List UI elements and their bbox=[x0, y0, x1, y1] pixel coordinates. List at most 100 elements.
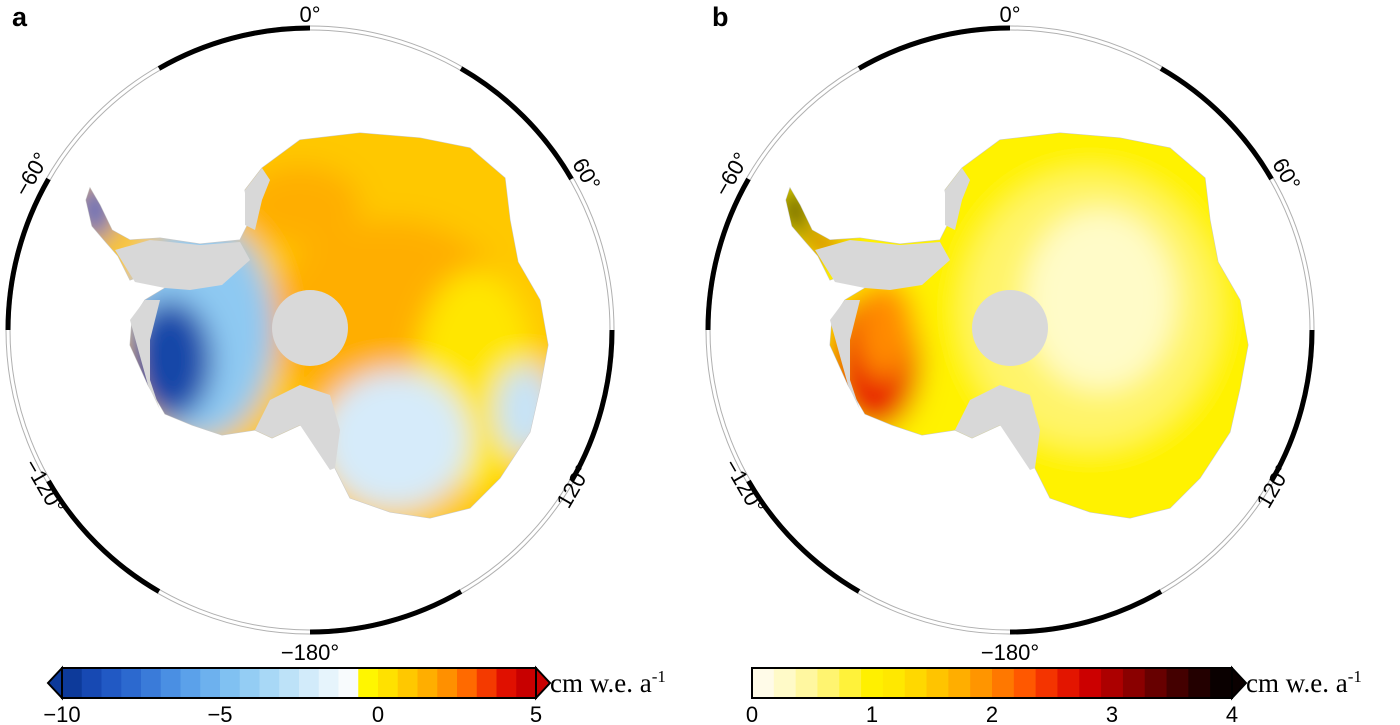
colorbar-tick-label: 3 bbox=[1106, 702, 1118, 725]
ice-shelf bbox=[830, 300, 860, 410]
colorbar-swatch bbox=[437, 668, 458, 698]
colorbar-swatch bbox=[200, 668, 221, 698]
frame-black-segment bbox=[1269, 329, 1315, 483]
colorbar-swatch bbox=[180, 668, 201, 698]
colorbar-tick-label: 4 bbox=[1226, 702, 1238, 725]
field-blue-peninsula bbox=[86, 178, 115, 242]
colorbar-swatch bbox=[773, 668, 797, 698]
colorbar-swatch bbox=[397, 668, 419, 698]
colorbar-swatch bbox=[1035, 668, 1059, 698]
colorbar-swatch bbox=[882, 668, 906, 698]
longitude-label: −60° bbox=[709, 148, 754, 200]
panel-a: a 0° 60° 120° −180° −120° −60° −10 −5 0 5 cm w.e. … bbox=[5, 2, 666, 725]
colorbar-swatch bbox=[259, 668, 280, 698]
colorbar-extend-min bbox=[46, 665, 63, 701]
colorbar-swatch bbox=[457, 668, 478, 698]
colorbar-swatch bbox=[62, 668, 83, 698]
frame-black-segment bbox=[157, 25, 311, 71]
ice-shelf bbox=[255, 385, 340, 470]
colorbar-tick-label: 0 bbox=[372, 702, 384, 725]
colorbar-unit: cm w.e. a-1 bbox=[550, 667, 666, 698]
colorbar-swatch bbox=[417, 668, 438, 698]
longitude-label: 120° bbox=[551, 460, 595, 512]
colorbar-tick-label: 2 bbox=[986, 702, 998, 725]
colorbar-swatch bbox=[220, 668, 241, 698]
colorbar-swatch bbox=[970, 668, 993, 698]
field-pale-interior bbox=[1025, 210, 1175, 390]
colorbar-tick-label: 5 bbox=[530, 702, 542, 725]
frame-black-segment bbox=[1009, 589, 1163, 635]
field-orange-west bbox=[855, 280, 915, 380]
colorbar-swatch bbox=[817, 668, 840, 698]
longitude-label: 0° bbox=[999, 2, 1020, 27]
colorbar-swatch bbox=[1210, 668, 1233, 698]
longitude-label: −180° bbox=[281, 640, 339, 665]
colorbar-tick-label: −10 bbox=[43, 702, 80, 725]
longitude-label: −120° bbox=[19, 455, 70, 518]
colorbar-extend-max bbox=[535, 665, 552, 701]
colorbar-tick-label: 0 bbox=[746, 702, 758, 725]
longitude-label: 60° bbox=[567, 154, 605, 195]
colorbar-swatch bbox=[1057, 668, 1080, 698]
frame-black-segment bbox=[857, 25, 1011, 71]
ice-shelf bbox=[130, 300, 160, 410]
colorbar-swatch bbox=[752, 668, 775, 698]
colorbar-swatch bbox=[338, 668, 359, 698]
colorbar-swatch bbox=[861, 668, 884, 698]
frame-black-segment bbox=[569, 329, 615, 483]
colorbar-swatch bbox=[358, 668, 379, 698]
longitude-label: −120° bbox=[719, 455, 770, 518]
ice-shelf bbox=[815, 240, 950, 290]
colorbar-swatch bbox=[299, 668, 320, 698]
longitude-label: −60° bbox=[9, 148, 54, 200]
colorbar-swatch bbox=[239, 668, 261, 698]
ice-shelf bbox=[245, 168, 270, 230]
frame-black-segment bbox=[459, 66, 574, 181]
colorbar-swatch bbox=[1166, 668, 1189, 698]
colorbar-swatch bbox=[516, 668, 537, 698]
frame-black-segment bbox=[46, 479, 161, 594]
pole-hole bbox=[972, 290, 1048, 366]
ice-shelf bbox=[115, 240, 250, 290]
colorbar-extend-max bbox=[1231, 665, 1248, 701]
colorbar-swatch bbox=[1188, 668, 1211, 698]
map-a-svg: 0° 60° 120° −180° −120° −60° −10 −5 0 5 cm w.e. a-… bbox=[5, 2, 666, 725]
panel-b-label: b bbox=[712, 2, 729, 32]
colorbar-unit: cm w.e. a-1 bbox=[1246, 667, 1362, 698]
frame-black-segment bbox=[705, 177, 751, 331]
panel-a-label: a bbox=[12, 2, 28, 32]
colorbar-unit-superscript: -1 bbox=[1348, 667, 1362, 686]
colorbar-swatch bbox=[121, 668, 142, 698]
colorbar-swatch bbox=[839, 668, 862, 698]
colorbar: 0 1 2 3 4 cm w.e. a-1 bbox=[746, 665, 1362, 725]
longitude-label: −180° bbox=[981, 640, 1039, 665]
field-orange-north bbox=[240, 165, 360, 245]
field-lightblue-east bbox=[495, 365, 548, 455]
map-b-svg: 0° 60° 120° −180° −120° −60° 0 1 2 3 4 cm w.e. a-1 bbox=[705, 2, 1362, 725]
ice-shelf bbox=[955, 385, 1040, 470]
colorbar-tick-label: −5 bbox=[207, 702, 232, 725]
colorbar-swatch bbox=[476, 668, 498, 698]
colorbar-swatch bbox=[1079, 668, 1102, 698]
frame-black-segment bbox=[746, 479, 861, 594]
colorbar-swatch bbox=[1122, 668, 1146, 698]
colorbar-swatch bbox=[1144, 668, 1168, 698]
colorbar-swatch bbox=[948, 668, 971, 698]
colorbar-unit-superscript: -1 bbox=[652, 667, 666, 686]
colorbar-swatch bbox=[141, 668, 162, 698]
colorbar-swatch bbox=[378, 668, 399, 698]
colorbar-swatch bbox=[926, 668, 949, 698]
frame-black-segment bbox=[5, 177, 51, 331]
field-lightblue-south bbox=[320, 370, 470, 510]
longitude-label: 60° bbox=[1267, 154, 1305, 195]
colorbar: −10 −5 0 5 cm w.e. a-1 bbox=[43, 665, 666, 725]
colorbar-swatch bbox=[318, 668, 340, 698]
ice-shelf bbox=[945, 168, 970, 230]
colorbar-swatch bbox=[1101, 668, 1124, 698]
colorbar-swatch bbox=[81, 668, 103, 698]
colorbar-swatch bbox=[992, 668, 1015, 698]
colorbar-tick-label: 1 bbox=[866, 702, 878, 725]
colorbar-swatch bbox=[496, 668, 517, 698]
longitude-label: 0° bbox=[299, 2, 320, 27]
frame-black-segment bbox=[1159, 66, 1274, 181]
